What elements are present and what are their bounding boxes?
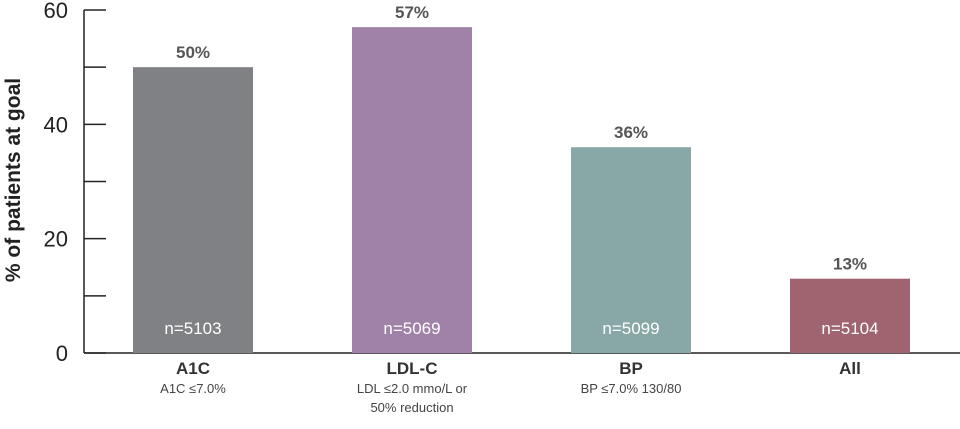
bar	[352, 27, 472, 354]
y-tick-label: 60	[44, 0, 68, 23]
x-category-sublabel: LDL ≤2.0 mmo/L or	[357, 381, 468, 396]
bar-group-all: 13% n=5104 All	[790, 255, 910, 378]
x-category-label: LDL-C	[387, 359, 438, 378]
bar-n-label: n=5099	[602, 319, 659, 338]
x-category-label: All	[839, 359, 861, 378]
x-category-label: BP	[619, 359, 643, 378]
bar-n-label: n=5103	[164, 319, 221, 338]
y-axis-ticks: 0 20 40 60	[44, 0, 106, 366]
y-axis-label: % of patients at goal	[2, 78, 25, 282]
y-tick-label: 40	[44, 112, 68, 137]
bars: 50% n=5103 A1C A1C ≤7.0% 57% n=5069 LDL-C LDL ≤…	[133, 3, 910, 415]
bar-value-label: 50%	[176, 43, 210, 62]
bar-group-ldl-c: 57% n=5069 LDL-C LDL ≤2.0 mmo/L or 50% reduc…	[352, 3, 472, 415]
x-category-sublabel: BP ≤7.0% 130/80	[581, 381, 682, 396]
y-tick-label: 0	[56, 341, 68, 366]
bar-n-label: n=5069	[383, 319, 440, 338]
bar-group-bp: 36% n=5099 BP BP ≤7.0% 130/80	[571, 123, 691, 396]
bar	[133, 67, 253, 354]
bar	[571, 147, 691, 353]
bar-n-label: n=5104	[821, 319, 878, 338]
bar	[790, 278, 910, 353]
x-category-sublabel: A1C ≤7.0%	[160, 381, 226, 396]
bar-value-label: 57%	[395, 3, 429, 22]
y-tick-label: 20	[44, 227, 68, 252]
bar-value-label: 36%	[614, 123, 648, 142]
bar-value-label: 13%	[833, 255, 867, 274]
x-category-sublabel: 50% reduction	[370, 400, 453, 415]
bar-group-a1c: 50% n=5103 A1C A1C ≤7.0%	[133, 43, 253, 396]
x-category-label: A1C	[176, 359, 210, 378]
